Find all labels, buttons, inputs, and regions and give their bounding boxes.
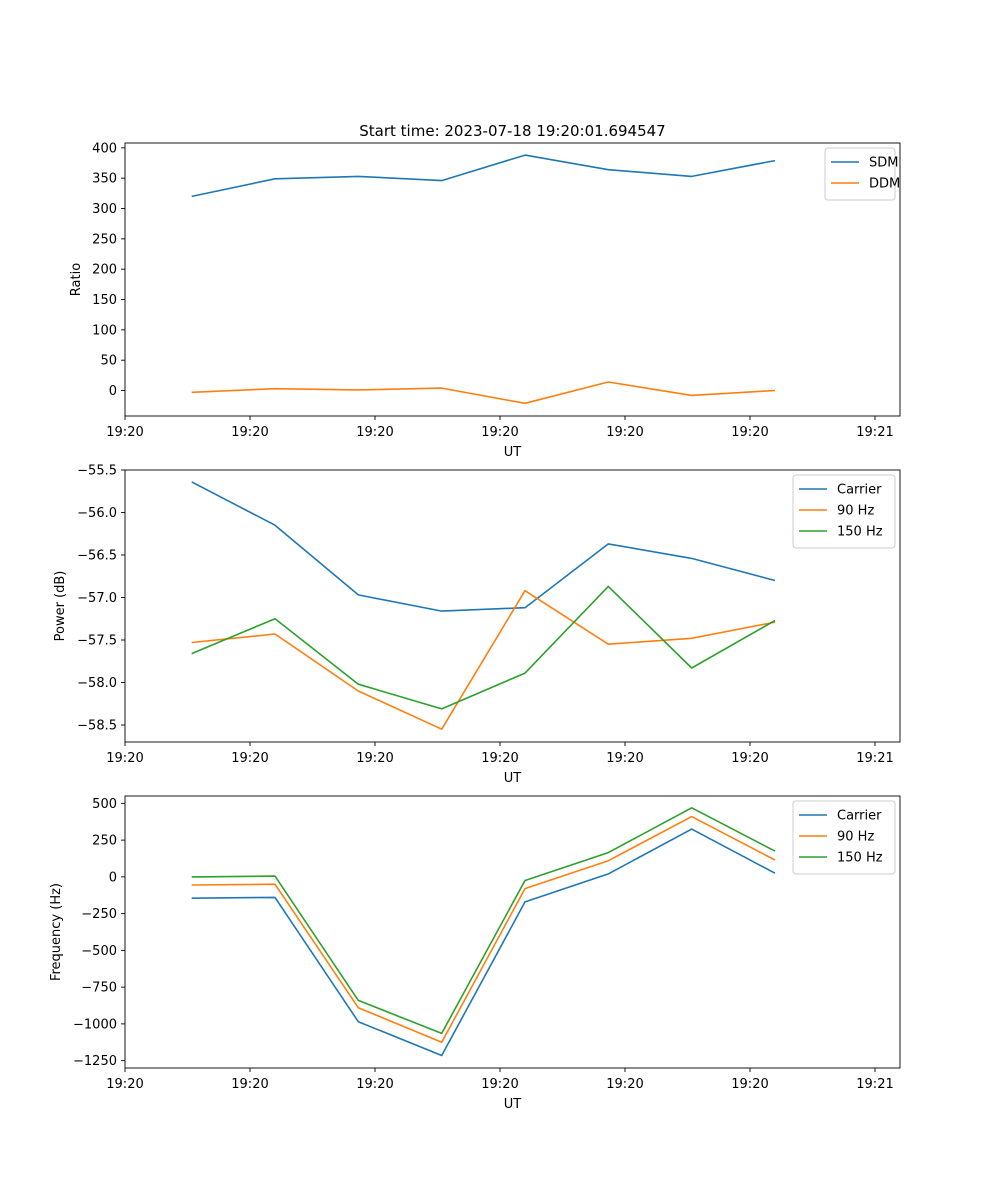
y-tick-label: −1250 xyxy=(73,1054,117,1069)
y-tick-label: 250 xyxy=(92,834,117,849)
y-tick-label: −1000 xyxy=(73,1017,117,1032)
x-tick-label: 19:20 xyxy=(481,1077,518,1092)
legend-label: SDM xyxy=(869,156,898,171)
y-tick-label: −57.0 xyxy=(77,591,117,606)
chart-panel-3: 19:20 19:20 19:20 19:20 19:20 19:20 19:21 500 25… xyxy=(49,795,901,1112)
legend-label: 150 Hz xyxy=(837,525,883,540)
x-tick-label: 19:20 xyxy=(356,425,393,440)
y-tick-label: 100 xyxy=(92,323,117,338)
x-tick-label: 19:20 xyxy=(731,1077,768,1092)
y-tick-label: −750 xyxy=(81,981,117,996)
y-tick-label: −55.5 xyxy=(77,464,117,479)
series-line-150-hz xyxy=(191,806,776,1035)
legend-label: Carrier xyxy=(837,483,882,498)
y-tick-label: 50 xyxy=(100,354,117,369)
x-tick-label: 19:20 xyxy=(481,751,518,766)
x-tick-label: 19:21 xyxy=(856,751,893,766)
y-tick-label: −57.5 xyxy=(77,634,117,649)
y-tick-label: 350 xyxy=(92,172,117,187)
y-tick-label: −250 xyxy=(81,907,117,922)
figure-title: Start time: 2023-07-18 19:20:01.694547 xyxy=(359,122,665,140)
series-line-carrier xyxy=(191,828,776,1057)
x-axis-label: UT xyxy=(504,1097,522,1112)
legend-label: DDM xyxy=(869,177,900,192)
panels: 19:20 19:20 19:20 19:20 19:20 19:20 19:21 0 50 10… xyxy=(49,141,901,1112)
series-line-90-hz xyxy=(191,589,776,731)
series-group xyxy=(191,806,776,1057)
x-tick-label: 19:20 xyxy=(606,1077,643,1092)
legend: Carrier 90 Hz 150 Hz xyxy=(792,474,896,549)
chart-panel-2: 19:20 19:20 19:20 19:20 19:20 19:20 19:21 −55.5… xyxy=(53,464,901,786)
series-group xyxy=(191,154,776,405)
x-tick-label: 19:20 xyxy=(481,425,518,440)
axes-frame xyxy=(124,142,901,417)
x-tick-label: 19:20 xyxy=(731,425,768,440)
series-line-carrier xyxy=(191,481,776,612)
x-tick-label: 19:20 xyxy=(106,1077,143,1092)
legend-label: 150 Hz xyxy=(837,851,883,866)
y-tick-label: 150 xyxy=(92,293,117,308)
y-tick-label: −58.5 xyxy=(77,719,117,734)
y-tick-label: 200 xyxy=(92,263,117,278)
x-axis-label: UT xyxy=(504,445,522,460)
legend-box xyxy=(824,147,896,201)
series-group xyxy=(191,481,776,731)
legend: Carrier 90 Hz 150 Hz xyxy=(792,800,896,875)
x-tick-label: 19:20 xyxy=(356,1077,393,1092)
chart-panel-1: 19:20 19:20 19:20 19:20 19:20 19:20 19:21 0 50 10… xyxy=(69,141,901,460)
series-line-90-hz xyxy=(191,815,776,1044)
legend-label: 90 Hz xyxy=(837,504,874,519)
legend: SDM DDM xyxy=(824,147,900,201)
y-tick-label: 0 xyxy=(109,870,117,885)
y-tick-label: −56.5 xyxy=(77,549,117,564)
y-axis-label: Frequency (Hz) xyxy=(49,883,64,981)
y-tick-label: −500 xyxy=(81,944,117,959)
y-tick-label: 500 xyxy=(92,797,117,812)
x-axis-label: UT xyxy=(504,771,522,786)
y-tick-label: 400 xyxy=(92,141,117,156)
legend-box xyxy=(792,800,896,875)
legend-label: Carrier xyxy=(837,809,882,824)
series-line-ddm xyxy=(191,381,776,405)
x-tick-label: 19:20 xyxy=(106,425,143,440)
y-axis-label: Power (dB) xyxy=(53,571,68,642)
y-tick-label: 250 xyxy=(92,232,117,247)
x-tick-label: 19:20 xyxy=(231,425,268,440)
x-tick-label: 19:20 xyxy=(606,751,643,766)
axes-frame xyxy=(124,795,901,1069)
y-tick-label: −56.0 xyxy=(77,506,117,521)
x-tick-label: 19:20 xyxy=(731,751,768,766)
y-axis-label: Ratio xyxy=(69,263,84,296)
x-tick-label: 19:20 xyxy=(106,751,143,766)
y-tick-label: −58.0 xyxy=(77,676,117,691)
x-tick-label: 19:21 xyxy=(856,425,893,440)
y-tick-label: 300 xyxy=(92,202,117,217)
series-line-sdm xyxy=(191,154,776,198)
y-tick-label: 0 xyxy=(109,384,117,399)
x-tick-label: 19:21 xyxy=(856,1077,893,1092)
legend-label: 90 Hz xyxy=(837,830,874,845)
series-line-150-hz xyxy=(191,585,776,710)
x-tick-label: 19:20 xyxy=(606,425,643,440)
legend-box xyxy=(792,474,896,549)
axes-frame xyxy=(124,469,901,743)
x-tick-label: 19:20 xyxy=(231,751,268,766)
x-tick-label: 19:20 xyxy=(356,751,393,766)
x-tick-label: 19:20 xyxy=(231,1077,268,1092)
